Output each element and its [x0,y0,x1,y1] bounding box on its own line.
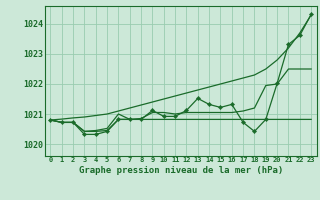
X-axis label: Graphe pression niveau de la mer (hPa): Graphe pression niveau de la mer (hPa) [79,166,283,175]
